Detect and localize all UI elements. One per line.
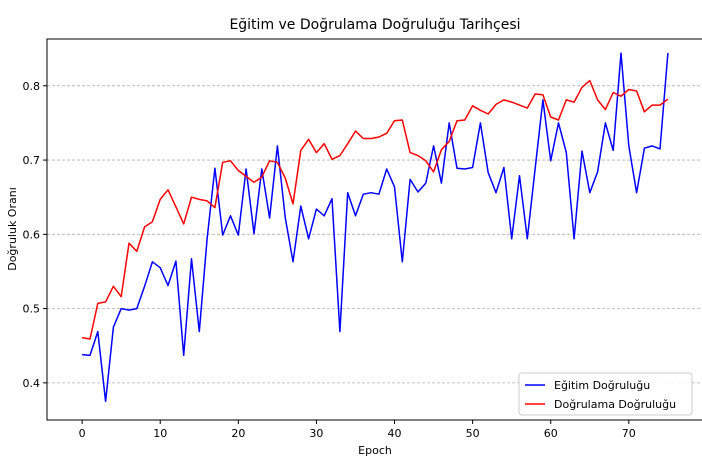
legend-label: Eğitim Doğruluğu [554, 379, 650, 392]
x-tick-label: 70 [622, 427, 636, 440]
y-tick-label: 0.8 [23, 80, 41, 93]
y-tick-label: 0.5 [23, 303, 41, 316]
x-tick-label: 10 [153, 427, 167, 440]
y-tick-label: 0.4 [23, 377, 41, 390]
y-axis-title: Doğruluk Oranı [6, 187, 19, 271]
y-tick-label: 0.7 [23, 154, 41, 167]
x-tick-label: 30 [309, 427, 323, 440]
y-tick-label: 0.6 [23, 228, 41, 241]
series-group [81, 52, 669, 403]
x-axis: 0 10 20 30 40 50 60 70 [79, 420, 636, 440]
series-line-training [82, 52, 669, 403]
x-tick-label: 0 [79, 427, 86, 440]
x-tick-label: 50 [466, 427, 480, 440]
chart-title: Eğitim ve Doğrulama Doğruluğu Tarihçesi [229, 17, 520, 33]
x-tick-label: 60 [544, 427, 558, 440]
series-line-validation [81, 79, 669, 340]
x-tick-label: 40 [388, 427, 402, 440]
x-tick-label: 20 [231, 427, 245, 440]
plot-area-frame [46, 38, 702, 421]
legend-label: Doğrulama Doğruluğu [554, 398, 676, 411]
y-axis: 0.4 0.5 0.6 0.7 0.8 [23, 80, 47, 390]
legend-box [518, 372, 693, 416]
legend: Eğitim Doğruluğu Doğrulama Doğruluğu [518, 372, 693, 416]
x-axis-title: Epoch [358, 444, 392, 457]
